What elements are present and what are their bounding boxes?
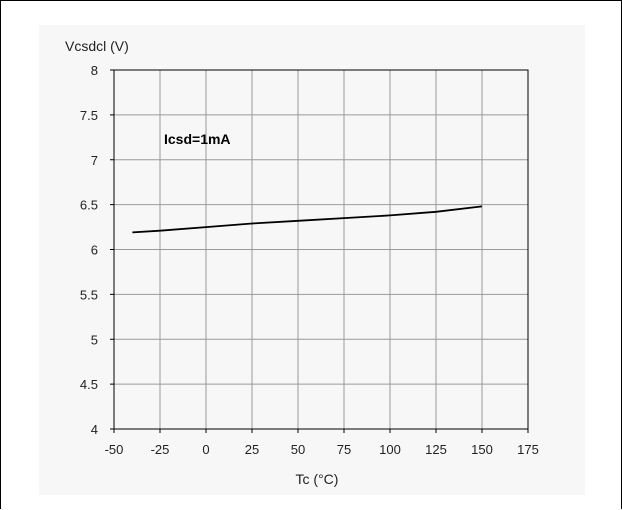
y-tick-label: 8 [91,63,98,78]
x-tick-label: 100 [379,442,401,457]
chart-panel [39,25,585,495]
y-tick-label: 7.5 [80,108,98,123]
y-tick-label: 6 [91,243,98,258]
series-line [132,205,483,234]
y-tick-label: 4 [91,422,98,437]
x-tick-label: 125 [425,442,447,457]
tick-labels: -50 -25 0 25 50 75 100 125 150 175 4 4.5 5 5.5 6 6.5 7 7.… [80,63,539,457]
x-tick-label: -25 [151,442,170,457]
series [132,205,483,234]
y-axis-label: Vcsdcl (V) [65,38,129,54]
y-tick-label: 4.5 [80,377,98,392]
chart-annotation: Icsd=1mA [164,131,231,147]
axes [110,69,529,433]
y-tick-label: 5 [91,332,98,347]
x-tick-label: 25 [245,442,259,457]
x-tick-label: 0 [202,442,209,457]
x-tick-label: 150 [471,442,493,457]
y-tick-label: 6.5 [80,198,98,213]
x-tick-label: -50 [105,442,124,457]
y-tick-label: 5.5 [80,287,98,302]
x-tick-label: 50 [291,442,305,457]
y-tick-label: 7 [91,153,98,168]
x-tick-label: 75 [337,442,351,457]
x-tick-label: 175 [517,442,539,457]
grid-lines [114,70,528,429]
x-axis-label: Tc (°C) [296,471,339,487]
